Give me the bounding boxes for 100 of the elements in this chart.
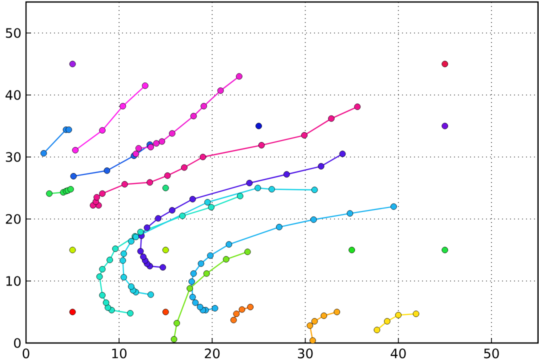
point [200, 154, 206, 160]
point [390, 203, 397, 210]
point [137, 248, 144, 254]
point [137, 228, 144, 236]
point [306, 322, 314, 329]
point [188, 278, 195, 285]
point [162, 308, 169, 316]
point [70, 173, 77, 180]
point [311, 186, 318, 194]
point [384, 318, 390, 324]
point [258, 142, 265, 148]
point [301, 132, 308, 138]
point [334, 308, 340, 316]
y-tick-label: 0 [14, 338, 21, 348]
point [244, 248, 251, 256]
point [233, 310, 240, 318]
point [442, 246, 448, 254]
point [230, 316, 237, 324]
point [140, 254, 146, 260]
point [179, 212, 186, 220]
point [127, 310, 134, 316]
point [196, 304, 204, 310]
point [112, 246, 119, 252]
point [69, 308, 76, 316]
point [311, 318, 318, 324]
point [40, 150, 47, 156]
point [99, 190, 106, 197]
point [144, 224, 150, 231]
x-tick-label: 20 [204, 348, 220, 358]
point [148, 144, 154, 150]
y-tick-label: 40 [6, 90, 21, 100]
point [339, 150, 346, 158]
point [120, 274, 127, 280]
point [128, 283, 134, 290]
point [246, 180, 253, 186]
point [222, 256, 230, 262]
point [310, 216, 317, 223]
x-tick-label: 40 [390, 348, 406, 358]
point [158, 138, 166, 145]
y-tick-label: 20 [6, 214, 21, 224]
point [186, 285, 194, 292]
point [190, 112, 197, 120]
point [212, 305, 218, 312]
point [395, 312, 402, 318]
point [162, 246, 169, 254]
point [121, 181, 128, 188]
point [354, 104, 361, 110]
x-tick-label: 50 [484, 348, 499, 358]
point [72, 146, 79, 154]
x-tick-label: 10 [112, 348, 126, 358]
point [226, 241, 232, 248]
point [412, 310, 420, 318]
point [310, 337, 316, 344]
point [46, 190, 52, 197]
point [96, 273, 103, 280]
point [160, 264, 166, 271]
point [142, 82, 148, 89]
point [153, 140, 160, 147]
point [135, 145, 142, 152]
point [318, 163, 324, 170]
point [120, 102, 126, 110]
point [148, 291, 154, 298]
point [174, 320, 180, 326]
point [256, 122, 262, 130]
point [328, 115, 335, 122]
point [200, 102, 208, 110]
point [346, 210, 354, 217]
point [120, 250, 127, 257]
point [146, 179, 154, 186]
y-tick-label: 30 [6, 152, 21, 162]
point [164, 172, 171, 179]
point [208, 204, 214, 210]
point [207, 252, 214, 259]
point [69, 246, 76, 254]
point [99, 266, 106, 272]
point [198, 260, 204, 267]
point [128, 238, 134, 245]
point [442, 60, 448, 68]
point [217, 87, 224, 94]
point [204, 199, 211, 206]
x-tick-label: 30 [298, 348, 313, 358]
point [154, 215, 162, 222]
point [66, 126, 72, 133]
point [189, 196, 196, 202]
point [283, 171, 290, 178]
point [168, 207, 176, 214]
point [247, 304, 254, 310]
point [268, 186, 275, 192]
point [236, 73, 242, 80]
point [181, 164, 188, 171]
x-tick-label: 0 [22, 348, 30, 358]
point [190, 270, 197, 277]
point [162, 184, 169, 192]
point [238, 306, 246, 313]
point [189, 294, 196, 300]
point [69, 60, 76, 68]
point [94, 194, 100, 200]
point [320, 312, 328, 319]
point [67, 186, 74, 192]
point [192, 299, 199, 306]
